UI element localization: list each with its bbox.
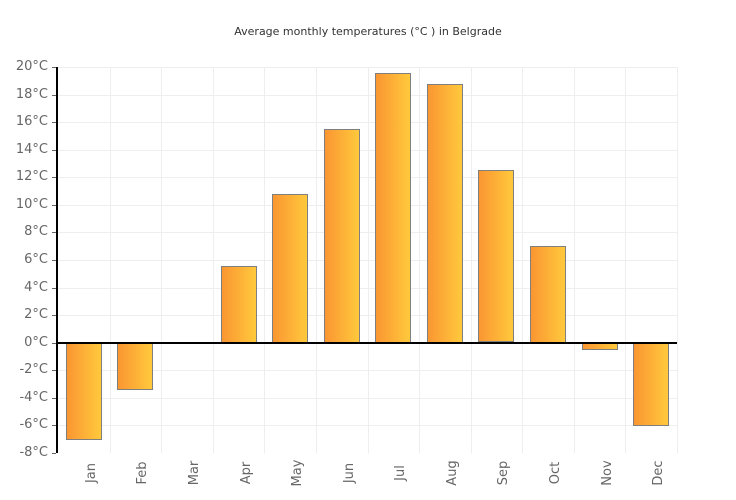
y-axis-tick-label: 2°C bbox=[24, 307, 48, 322]
x-axis-label-jul: Jul bbox=[393, 465, 408, 481]
y-axis-tick-label: 18°C bbox=[15, 87, 48, 102]
x-axis-label-mar: Mar bbox=[187, 460, 202, 486]
gridline-horizontal bbox=[58, 398, 677, 399]
bar-jul bbox=[375, 73, 411, 343]
gridline-vertical bbox=[368, 67, 369, 453]
bar-oct bbox=[530, 246, 566, 343]
y-axis-tick bbox=[52, 260, 56, 261]
y-axis-tick bbox=[52, 122, 56, 123]
y-axis-tick bbox=[52, 95, 56, 96]
y-axis-tick bbox=[52, 288, 56, 289]
bar-apr bbox=[221, 266, 257, 343]
y-axis-tick bbox=[52, 370, 56, 371]
gridline-horizontal bbox=[58, 260, 677, 261]
x-axis-label-oct: Oct bbox=[548, 461, 563, 485]
y-axis-tick bbox=[52, 150, 56, 151]
x-axis-label-may: May bbox=[290, 459, 305, 487]
bar-jun bbox=[324, 129, 360, 343]
y-axis-tick-label: -8°C bbox=[19, 445, 48, 460]
x-axis-label-sep: Sep bbox=[496, 460, 511, 486]
y-axis-tick-label: 16°C bbox=[15, 114, 48, 129]
y-axis-tick bbox=[52, 453, 56, 454]
y-axis-tick-label: 12°C bbox=[15, 169, 48, 184]
y-axis-line bbox=[56, 67, 58, 453]
y-axis-tick-label: -2°C bbox=[19, 362, 48, 377]
zero-line bbox=[56, 342, 677, 344]
gridline-horizontal bbox=[58, 370, 677, 371]
y-axis-tick bbox=[52, 232, 56, 233]
y-axis-tick-label: -6°C bbox=[19, 417, 48, 432]
x-axis-label-nov: Nov bbox=[600, 460, 615, 486]
gridline-horizontal bbox=[58, 205, 677, 206]
y-axis-tick-label: 20°C bbox=[15, 59, 48, 74]
y-axis-tick bbox=[52, 343, 56, 344]
gridline-horizontal bbox=[58, 425, 677, 426]
gridline-vertical bbox=[213, 67, 214, 453]
y-axis-tick-label: 6°C bbox=[24, 252, 48, 267]
y-axis-tick-label: -4°C bbox=[19, 390, 48, 405]
gridline-horizontal bbox=[58, 288, 677, 289]
x-axis-label-jan: Jan bbox=[84, 462, 99, 484]
gridline-vertical bbox=[625, 67, 626, 453]
gridline-horizontal bbox=[58, 232, 677, 233]
gridline-horizontal bbox=[58, 150, 677, 151]
y-axis-tick bbox=[52, 67, 56, 68]
y-axis-tick-label: 0°C bbox=[24, 335, 48, 350]
bar-jan bbox=[66, 343, 102, 440]
gridline-horizontal bbox=[58, 67, 677, 68]
y-axis-tick bbox=[52, 177, 56, 178]
gridline-vertical bbox=[316, 67, 317, 453]
x-axis-label-feb: Feb bbox=[135, 461, 150, 485]
bar-aug bbox=[427, 84, 463, 343]
gridline-vertical bbox=[522, 67, 523, 453]
y-axis-tick-label: 4°C bbox=[24, 280, 48, 295]
gridline-vertical bbox=[110, 67, 111, 453]
gridline-horizontal bbox=[58, 315, 677, 316]
x-axis-label-jun: Jun bbox=[342, 462, 357, 484]
gridline-vertical bbox=[161, 67, 162, 453]
bar-sep bbox=[478, 170, 514, 342]
gridline-horizontal bbox=[58, 95, 677, 96]
y-axis-tick bbox=[52, 205, 56, 206]
x-axis-label-apr: Apr bbox=[239, 461, 254, 485]
y-axis-tick bbox=[52, 398, 56, 399]
gridline-vertical bbox=[574, 67, 575, 453]
gridline-vertical bbox=[677, 67, 678, 453]
gridline-vertical bbox=[264, 67, 265, 453]
bar-may bbox=[272, 194, 308, 343]
y-axis-tick bbox=[52, 315, 56, 316]
gridline-vertical bbox=[419, 67, 420, 453]
bar-feb bbox=[117, 343, 153, 390]
bar-dec bbox=[633, 343, 669, 426]
bar-nov bbox=[582, 343, 618, 350]
y-axis-tick-label: 8°C bbox=[24, 224, 48, 239]
y-axis-tick bbox=[52, 425, 56, 426]
chart-title: Average monthly temperatures (°C ) in Be… bbox=[234, 25, 502, 38]
x-axis-label-aug: Aug bbox=[445, 460, 460, 486]
y-axis-tick-label: 14°C bbox=[15, 142, 48, 157]
x-axis-label-dec: Dec bbox=[651, 460, 666, 486]
gridline-horizontal bbox=[58, 122, 677, 123]
y-axis-tick-label: 10°C bbox=[15, 197, 48, 212]
gridline-vertical bbox=[471, 67, 472, 453]
gridline-horizontal bbox=[58, 177, 677, 178]
